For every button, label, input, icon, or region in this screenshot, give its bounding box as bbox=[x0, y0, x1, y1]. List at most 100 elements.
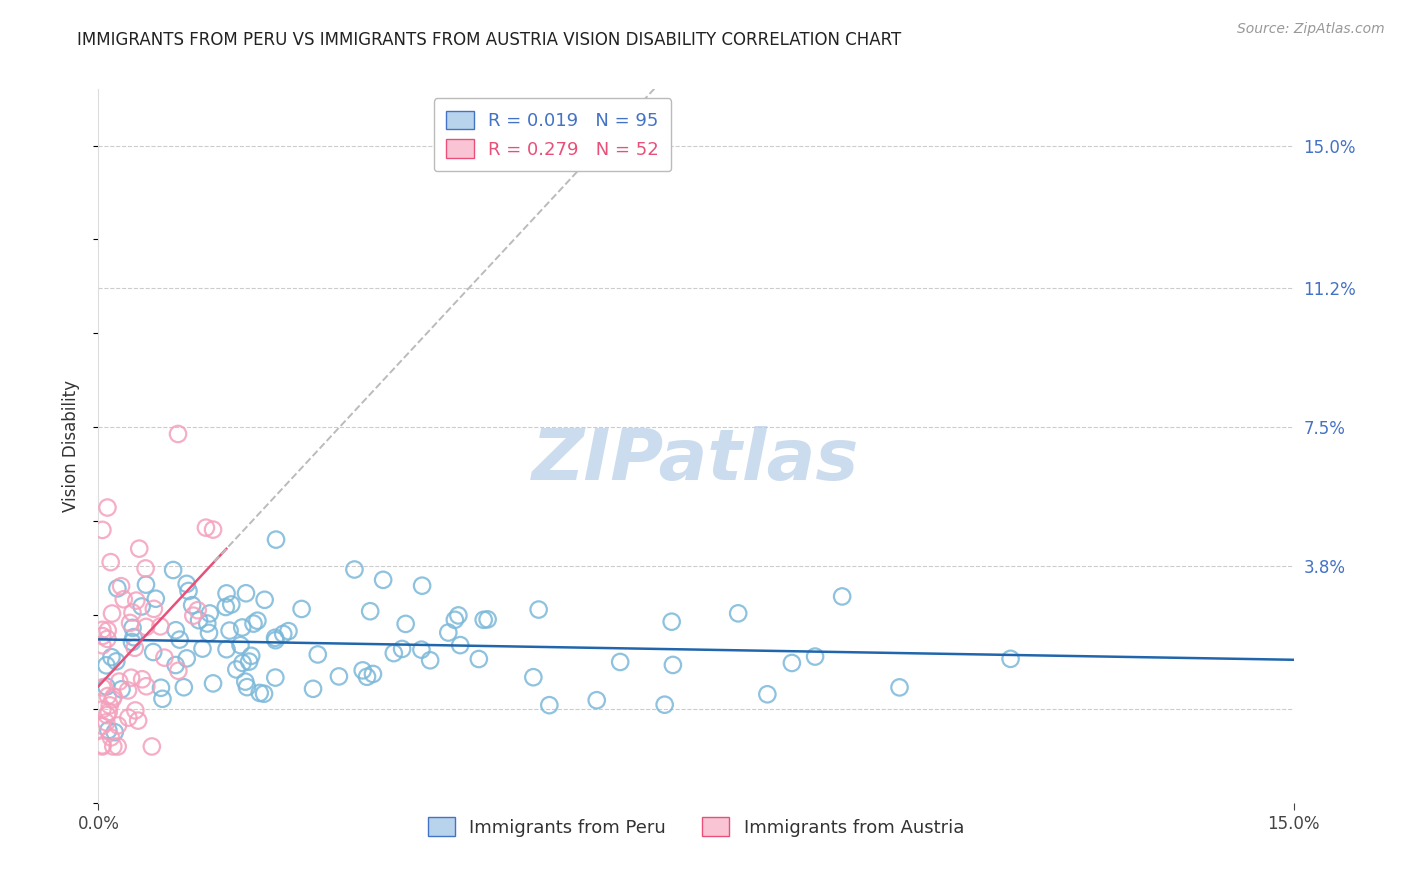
Point bbox=[411, 579, 433, 593]
Point bbox=[194, 521, 217, 535]
Point bbox=[395, 616, 418, 631]
Point bbox=[117, 711, 139, 725]
Point bbox=[229, 638, 252, 652]
Point bbox=[527, 602, 550, 616]
Point bbox=[91, 719, 114, 733]
Point bbox=[91, 638, 114, 652]
Point bbox=[831, 590, 853, 604]
Point bbox=[153, 650, 176, 665]
Point bbox=[120, 671, 142, 685]
Point bbox=[447, 608, 470, 623]
Y-axis label: Vision Disability: Vision Disability bbox=[62, 380, 80, 512]
Point bbox=[264, 671, 287, 685]
Point bbox=[195, 616, 218, 631]
Point bbox=[176, 651, 198, 665]
Point bbox=[149, 619, 172, 633]
Point bbox=[391, 642, 413, 657]
Point bbox=[167, 427, 190, 442]
Point bbox=[104, 725, 127, 739]
Legend: Immigrants from Peru, Immigrants from Austria: Immigrants from Peru, Immigrants from Au… bbox=[420, 810, 972, 844]
Point bbox=[91, 739, 114, 754]
Point bbox=[328, 669, 350, 683]
Point bbox=[96, 708, 118, 723]
Point bbox=[162, 563, 184, 577]
Point bbox=[264, 631, 287, 645]
Point bbox=[191, 641, 214, 656]
Point bbox=[373, 573, 395, 587]
Point bbox=[97, 624, 120, 638]
Point bbox=[202, 676, 225, 690]
Point bbox=[96, 632, 118, 646]
Point bbox=[215, 599, 238, 614]
Point bbox=[232, 656, 254, 670]
Point bbox=[221, 598, 243, 612]
Point bbox=[97, 689, 120, 703]
Point bbox=[167, 664, 190, 678]
Point bbox=[100, 650, 122, 665]
Point bbox=[727, 607, 749, 621]
Point bbox=[176, 577, 198, 591]
Point bbox=[91, 739, 114, 753]
Point bbox=[142, 645, 165, 659]
Point bbox=[131, 599, 153, 614]
Point bbox=[198, 625, 221, 640]
Point bbox=[96, 680, 118, 694]
Point bbox=[359, 604, 381, 618]
Point bbox=[233, 674, 256, 689]
Point bbox=[124, 640, 146, 655]
Point bbox=[108, 674, 131, 689]
Point bbox=[121, 621, 143, 635]
Point bbox=[804, 649, 827, 664]
Point bbox=[215, 642, 238, 657]
Point bbox=[152, 691, 174, 706]
Point bbox=[477, 612, 499, 626]
Point bbox=[135, 679, 157, 693]
Point bbox=[654, 698, 676, 712]
Point bbox=[96, 715, 118, 730]
Point bbox=[91, 623, 114, 637]
Point bbox=[277, 624, 299, 639]
Point bbox=[756, 687, 779, 701]
Point bbox=[307, 648, 329, 662]
Point bbox=[264, 633, 287, 648]
Point bbox=[238, 655, 260, 669]
Point bbox=[449, 638, 471, 652]
Point bbox=[198, 607, 221, 621]
Point bbox=[253, 592, 276, 607]
Point bbox=[522, 670, 544, 684]
Point bbox=[411, 642, 433, 657]
Point bbox=[225, 662, 247, 676]
Point bbox=[264, 533, 287, 547]
Point bbox=[91, 681, 114, 695]
Point bbox=[361, 667, 384, 681]
Point bbox=[181, 608, 204, 623]
Point bbox=[91, 629, 114, 643]
Point bbox=[271, 627, 294, 641]
Point bbox=[121, 606, 143, 620]
Point bbox=[352, 664, 374, 678]
Point bbox=[302, 681, 325, 696]
Point bbox=[253, 687, 276, 701]
Point bbox=[112, 592, 135, 607]
Point bbox=[110, 579, 132, 593]
Point bbox=[472, 613, 495, 627]
Point bbox=[131, 673, 153, 687]
Point bbox=[121, 635, 143, 649]
Point bbox=[343, 562, 366, 576]
Point bbox=[100, 731, 122, 745]
Point bbox=[169, 632, 191, 647]
Point bbox=[135, 561, 157, 575]
Point bbox=[188, 613, 211, 627]
Point bbox=[101, 692, 124, 706]
Point bbox=[91, 702, 114, 716]
Point bbox=[218, 624, 240, 638]
Point bbox=[96, 658, 118, 673]
Point bbox=[538, 698, 561, 713]
Text: IMMIGRANTS FROM PERU VS IMMIGRANTS FROM AUSTRIA VISION DISABILITY CORRELATION CH: IMMIGRANTS FROM PERU VS IMMIGRANTS FROM … bbox=[77, 31, 901, 49]
Point bbox=[661, 615, 683, 629]
Point bbox=[165, 658, 187, 673]
Point bbox=[419, 653, 441, 667]
Point bbox=[103, 690, 125, 704]
Point bbox=[128, 541, 150, 556]
Point bbox=[122, 630, 145, 644]
